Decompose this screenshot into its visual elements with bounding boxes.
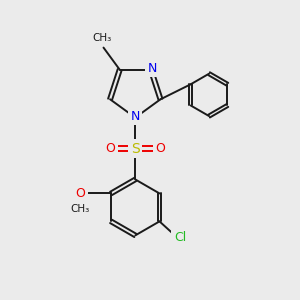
Text: O: O	[155, 142, 165, 155]
Text: O: O	[75, 187, 85, 200]
Text: N: N	[130, 110, 140, 123]
Text: N: N	[148, 62, 157, 75]
Text: CH₃: CH₃	[70, 204, 90, 214]
Text: S: S	[131, 142, 140, 155]
Text: CH₃: CH₃	[92, 33, 112, 43]
Text: Cl: Cl	[174, 231, 186, 244]
Text: O: O	[105, 142, 115, 155]
